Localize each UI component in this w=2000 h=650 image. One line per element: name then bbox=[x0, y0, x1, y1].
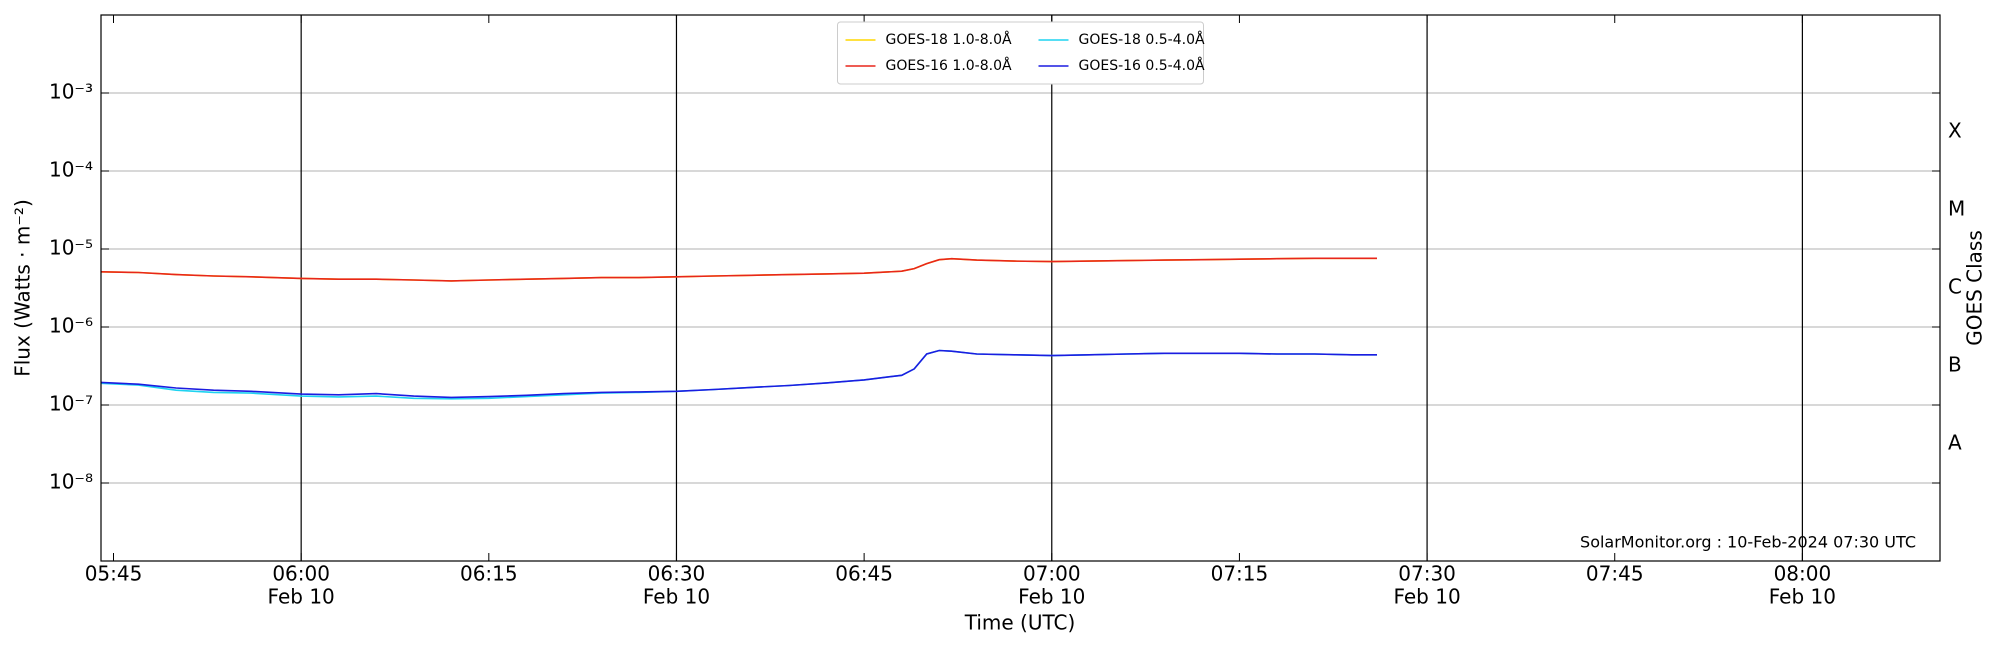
y2-tick-label: A bbox=[1948, 431, 1962, 455]
series-line bbox=[100, 349, 1377, 399]
x-tick-label: 06:45 bbox=[835, 562, 893, 586]
x-tick-label: 07:30 bbox=[1398, 562, 1456, 586]
legend: GOES-18 1.0-8.0Å GOES-16 1.0-8.0Å GOES-18 … bbox=[837, 21, 1205, 85]
annotation: SolarMonitor.org : 10-Feb-2024 07:30 UTC bbox=[1580, 533, 1916, 552]
y-tick-label: 10⁻⁸ bbox=[49, 470, 93, 494]
plot-frame bbox=[100, 14, 1941, 562]
x-tick-label: 07:45 bbox=[1586, 562, 1644, 586]
y2-tick-label: M bbox=[1948, 197, 1965, 221]
y-tick-label: 10⁻³ bbox=[49, 80, 93, 104]
legend-label: GOES-16 0.5-4.0Å bbox=[1079, 57, 1205, 74]
y-tick-label: 10⁻⁶ bbox=[49, 314, 93, 338]
y-tick-label: 10⁻⁵ bbox=[49, 236, 93, 260]
y2-tick-label: C bbox=[1948, 275, 1962, 299]
x-tick-label: 05:45 bbox=[85, 562, 143, 586]
x-axis-label: Time (UTC) bbox=[964, 611, 1076, 635]
y2-tick-label: B bbox=[1948, 353, 1962, 377]
x-tick-date: Feb 10 bbox=[1018, 585, 1085, 609]
x-tick-date: Feb 10 bbox=[643, 585, 710, 609]
series-line bbox=[100, 349, 1377, 400]
x-tick-label: 07:15 bbox=[1211, 562, 1269, 586]
x-tick-date: Feb 10 bbox=[1393, 585, 1460, 609]
legend-box bbox=[837, 21, 1204, 85]
x-tick-label: 07:00 bbox=[1023, 562, 1081, 586]
legend-label: GOES-18 1.0-8.0Å bbox=[886, 31, 1012, 48]
x-tick-label: 08:00 bbox=[1774, 562, 1832, 586]
y-axis-label: Flux (Watts · m⁻²) bbox=[11, 199, 35, 377]
y-tick-label: 10⁻⁷ bbox=[49, 392, 93, 416]
series-line bbox=[100, 257, 1377, 282]
y2-tick-label: X bbox=[1948, 119, 1962, 143]
x-tick-date: Feb 10 bbox=[268, 585, 335, 609]
y2-axis-label: GOES Class bbox=[1963, 230, 1987, 346]
x-tick-label: 06:15 bbox=[460, 562, 518, 586]
legend-label: GOES-16 1.0-8.0Å bbox=[886, 57, 1012, 74]
x-tick-date: Feb 10 bbox=[1769, 585, 1836, 609]
legend-label: GOES-18 0.5-4.0Å bbox=[1079, 31, 1205, 48]
x-tick-label: 06:00 bbox=[272, 562, 330, 586]
y-tick-label: 10⁻⁴ bbox=[49, 158, 93, 182]
x-tick-label: 06:30 bbox=[648, 562, 706, 586]
